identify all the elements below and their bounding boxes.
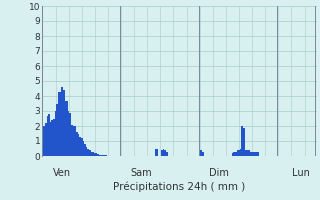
- Bar: [63, 90, 65, 156]
- Bar: [202, 152, 204, 156]
- Bar: [78, 134, 79, 156]
- Bar: [199, 152, 201, 156]
- Bar: [66, 100, 68, 156]
- Bar: [84, 144, 86, 156]
- Bar: [250, 152, 251, 156]
- Bar: [238, 150, 240, 156]
- Text: Dim: Dim: [209, 168, 229, 178]
- Bar: [232, 153, 233, 156]
- Bar: [45, 123, 46, 156]
- Bar: [46, 116, 48, 156]
- Bar: [76, 132, 78, 156]
- Bar: [58, 92, 60, 156]
- Bar: [81, 138, 83, 156]
- Bar: [97, 154, 99, 156]
- Bar: [163, 148, 164, 156]
- Bar: [104, 155, 106, 156]
- Bar: [56, 104, 58, 156]
- Text: Sam: Sam: [130, 168, 151, 178]
- Bar: [43, 126, 45, 156]
- Bar: [83, 141, 84, 156]
- Bar: [87, 148, 89, 156]
- Bar: [251, 152, 253, 156]
- Bar: [242, 126, 243, 156]
- Bar: [201, 150, 202, 156]
- Text: Précipitations 24h ( mm ): Précipitations 24h ( mm ): [113, 182, 245, 192]
- Bar: [52, 120, 53, 156]
- Bar: [106, 155, 107, 156]
- Bar: [55, 111, 56, 156]
- Bar: [79, 136, 81, 156]
- Bar: [69, 112, 71, 156]
- Bar: [71, 124, 73, 156]
- Bar: [233, 152, 235, 156]
- Bar: [91, 152, 92, 156]
- Bar: [245, 150, 246, 156]
- Bar: [42, 141, 43, 156]
- Bar: [73, 126, 74, 156]
- Bar: [60, 92, 61, 156]
- Bar: [94, 153, 96, 156]
- Bar: [235, 152, 236, 156]
- Bar: [258, 152, 260, 156]
- Bar: [99, 154, 100, 156]
- Bar: [246, 150, 248, 156]
- Bar: [48, 114, 50, 156]
- Bar: [253, 152, 254, 156]
- Text: Lun: Lun: [292, 168, 310, 178]
- Bar: [254, 152, 256, 156]
- Bar: [102, 154, 104, 156]
- Bar: [243, 128, 245, 156]
- Bar: [166, 152, 168, 156]
- Text: Ven: Ven: [53, 168, 71, 178]
- Bar: [164, 150, 166, 156]
- Bar: [68, 111, 69, 156]
- Bar: [50, 121, 52, 156]
- Bar: [61, 87, 63, 156]
- Bar: [248, 150, 250, 156]
- Bar: [86, 147, 87, 156]
- Bar: [161, 150, 163, 156]
- Bar: [256, 152, 258, 156]
- Bar: [53, 118, 55, 156]
- Bar: [100, 154, 102, 156]
- Bar: [156, 148, 158, 156]
- Bar: [74, 126, 76, 156]
- Bar: [92, 152, 94, 156]
- Bar: [240, 148, 242, 156]
- Bar: [155, 148, 156, 156]
- Bar: [89, 150, 91, 156]
- Bar: [236, 150, 238, 156]
- Bar: [65, 100, 66, 156]
- Bar: [96, 153, 97, 156]
